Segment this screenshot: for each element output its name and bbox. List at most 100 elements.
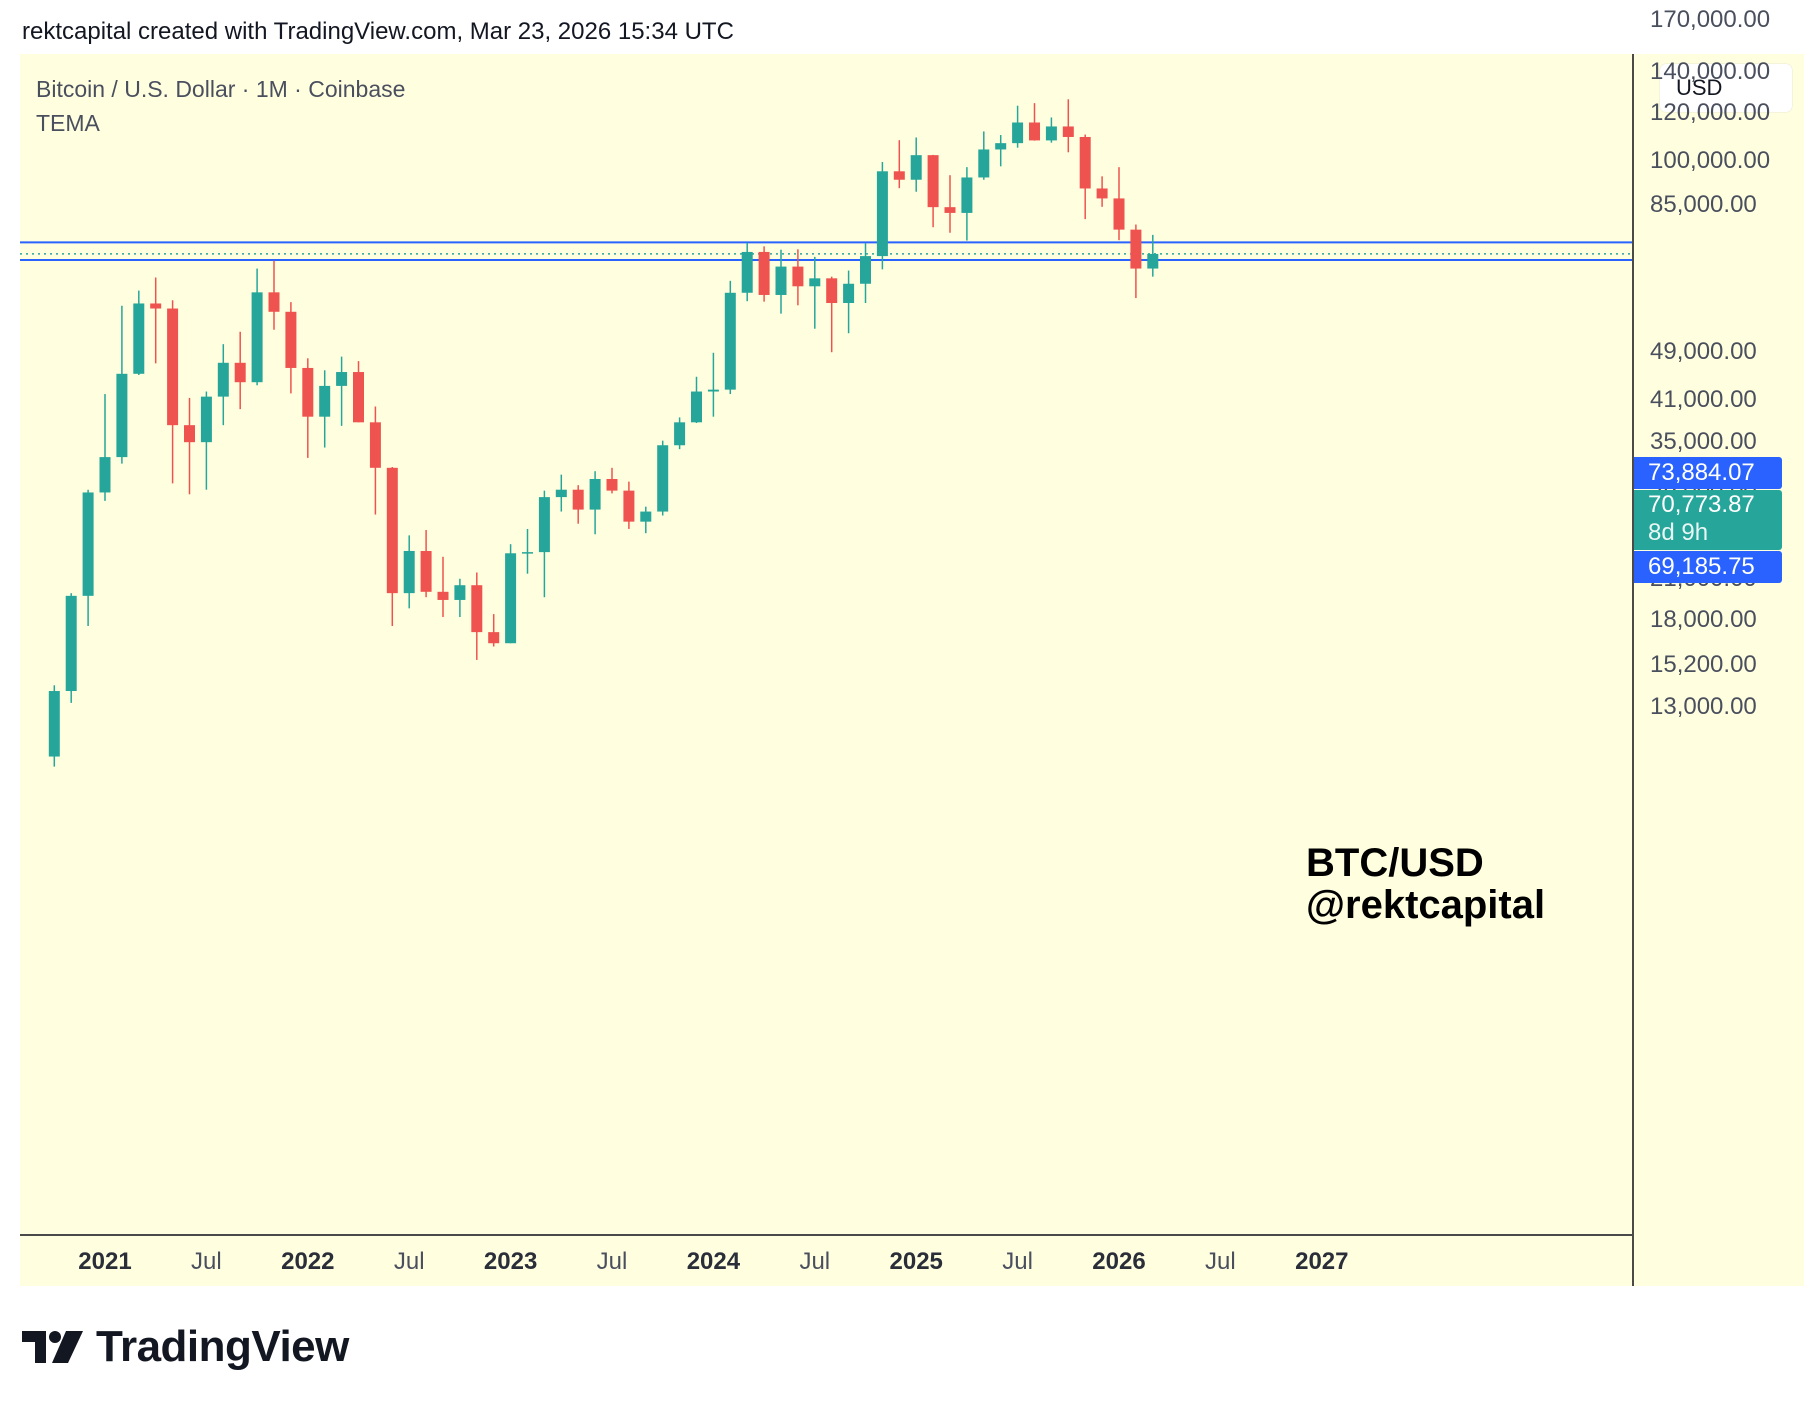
- candle-body: [538, 497, 550, 553]
- tradingview-logo-icon: [22, 1331, 83, 1363]
- chart-attribution: rektcapital created with TradingView.com…: [22, 18, 734, 45]
- candle-body: [843, 283, 855, 304]
- last-price-label: 70,773.87 8d 9h: [1634, 490, 1782, 550]
- candle-body: [741, 251, 753, 293]
- plot-area[interactable]: Bitcoin / U.S. Dollar · 1M · Coinbase TE…: [20, 54, 1632, 1234]
- price-axis[interactable]: [1632, 54, 1804, 1286]
- candle-body: [758, 251, 770, 295]
- candle-body: [572, 489, 584, 510]
- candle-body: [471, 585, 483, 633]
- time-tick-label: Jul: [799, 1248, 831, 1275]
- chart-annotation: BTC/USD @rektcapital: [1306, 842, 1545, 926]
- annotation-line-1: BTC/USD: [1306, 841, 1484, 885]
- time-tick-label: Jul: [393, 1248, 425, 1275]
- candle-body: [116, 373, 128, 458]
- candle-body: [251, 292, 263, 383]
- price-tick-label: 41,000.00: [1650, 385, 1757, 413]
- currency-selector[interactable]: USD: [1660, 64, 1792, 112]
- time-axis[interactable]: [20, 1234, 1632, 1286]
- candle-body: [1113, 198, 1125, 230]
- candle-body: [65, 595, 77, 692]
- candle-body: [403, 550, 415, 594]
- last-price-value: 70,773.87: [1648, 491, 1755, 518]
- candle-body: [1062, 126, 1074, 137]
- candle-body: [369, 422, 381, 468]
- candle-body: [150, 303, 162, 309]
- chart-panel[interactable]: Bitcoin / U.S. Dollar · 1M · Coinbase TE…: [20, 6, 1804, 1286]
- candle-body: [1147, 253, 1159, 269]
- candle-body: [1130, 229, 1142, 269]
- candle-body: [876, 171, 888, 257]
- time-tick-label: 2024: [686, 1248, 741, 1275]
- candle-body: [1012, 122, 1024, 144]
- candle-body: [657, 445, 669, 512]
- candle-body: [606, 478, 618, 491]
- tradingview-wordmark: TradingView: [96, 1322, 349, 1371]
- price-tick-label: 85,000.00: [1650, 190, 1757, 218]
- time-tick-label: 2023: [483, 1248, 538, 1275]
- candle-body: [454, 585, 466, 600]
- price-tick-label: 35,000.00: [1650, 428, 1757, 456]
- candle-body: [234, 362, 246, 383]
- candle-body: [792, 266, 804, 287]
- price-tick-label: 100,000.00: [1650, 147, 1771, 175]
- candlestick-plot[interactable]: [20, 54, 1632, 1234]
- candle-body: [1096, 188, 1108, 199]
- candle-body: [319, 385, 331, 417]
- candle-body: [691, 391, 702, 423]
- lower-level-price-label: 69,185.75: [1634, 551, 1782, 583]
- candle-body: [48, 691, 60, 757]
- candle-body: [1045, 126, 1057, 141]
- time-tick-label: Jul: [1002, 1248, 1033, 1275]
- time-tick-label: 2022: [281, 1248, 335, 1275]
- price-tick-label: 49,000.00: [1650, 338, 1757, 366]
- candle-body: [133, 303, 145, 374]
- candle-body: [353, 372, 364, 423]
- price-tick-label: 15,200.00: [1650, 651, 1757, 679]
- candle-body: [927, 155, 939, 208]
- candle-body: [505, 553, 517, 644]
- time-tick-label: Jul: [1205, 1248, 1236, 1275]
- candle-body: [724, 292, 736, 390]
- candle-body: [1029, 122, 1040, 141]
- candle-body: [167, 308, 179, 426]
- candle-body: [386, 467, 398, 594]
- price-tick-label: 120,000.00: [1650, 98, 1771, 126]
- time-tick-label: Jul: [596, 1248, 628, 1275]
- candle-body: [775, 266, 787, 295]
- candle-body: [707, 389, 719, 392]
- price-tick-label: 170,000.00: [1650, 5, 1771, 33]
- candle-body: [420, 550, 432, 592]
- candle-body: [1079, 136, 1091, 189]
- candle-body: [217, 362, 229, 397]
- time-tick-label: 2021: [78, 1248, 132, 1275]
- upper-level-price-label: 73,884.07: [1634, 457, 1782, 489]
- candle-body: [302, 367, 314, 417]
- symbol-title[interactable]: Bitcoin / U.S. Dollar · 1M · Coinbase: [36, 76, 406, 102]
- annotation-line-2: @rektcapital: [1306, 883, 1546, 927]
- time-tick-label: 2027: [1295, 1248, 1349, 1275]
- price-tick-label: 140,000.00: [1650, 57, 1771, 85]
- candle-body: [488, 632, 500, 644]
- candle-body: [285, 311, 297, 368]
- candle-body: [437, 591, 449, 600]
- candle-body: [910, 155, 922, 180]
- tradingview-logo[interactable]: TradingView: [22, 1322, 349, 1372]
- candle-body: [268, 292, 280, 312]
- candle-body: [336, 372, 348, 386]
- candle-body: [640, 511, 652, 522]
- candle-body: [826, 278, 838, 304]
- candle-countdown: 8d 9h: [1648, 519, 1709, 546]
- candle-body: [522, 552, 533, 554]
- candle-body: [944, 207, 956, 213]
- candle-body: [978, 149, 990, 178]
- candle-body: [995, 143, 1007, 150]
- indicator-label-tema[interactable]: TEMA: [36, 110, 100, 136]
- candle-body: [99, 457, 111, 493]
- time-tick-label: 2025: [889, 1248, 943, 1275]
- time-tick-label: Jul: [191, 1248, 222, 1275]
- candle-body: [809, 278, 821, 287]
- candle-body: [623, 490, 635, 522]
- candle-body: [82, 492, 94, 596]
- candle-body: [961, 177, 973, 213]
